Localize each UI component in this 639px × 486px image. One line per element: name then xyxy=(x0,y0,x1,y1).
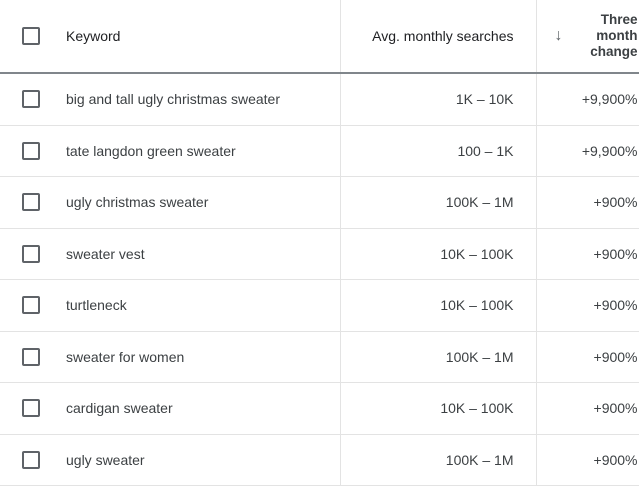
keyword-cell: turtleneck xyxy=(0,279,341,332)
keyword-text: sweater vest xyxy=(66,245,145,262)
row-checkbox[interactable] xyxy=(22,244,40,263)
keyword-text: tate langdon green sweater xyxy=(66,142,236,159)
avg-monthly-searches-cell: 100K – 1M xyxy=(340,331,537,383)
three-month-change-cell: +900% xyxy=(536,279,639,332)
header-row: Keyword Avg. monthly searches ↓ Three mon… xyxy=(0,0,639,74)
table-row[interactable]: sweater vest 10K – 100K +900% xyxy=(0,228,639,280)
keyword-cell: ugly christmas sweater xyxy=(0,176,341,229)
keyword-text: ugly sweater xyxy=(66,451,145,468)
three-month-change-header[interactable]: ↓ Three month change xyxy=(536,0,639,74)
avg-monthly-searches-cell: 10K – 100K xyxy=(340,382,537,435)
keyword-cell: ugly sweater xyxy=(0,434,341,486)
keyword-column-header[interactable]: Keyword xyxy=(0,0,341,74)
three-month-change-cell: +9,900% xyxy=(536,125,639,177)
three-month-change-cell: +9,900% xyxy=(536,73,639,126)
avg-monthly-searches-cell: 100 – 1K xyxy=(340,125,537,177)
row-checkbox[interactable] xyxy=(22,450,40,469)
avg-monthly-searches-cell: 10K – 100K xyxy=(340,228,537,280)
row-checkbox[interactable] xyxy=(22,399,40,418)
row-checkbox[interactable] xyxy=(22,347,40,366)
row-checkbox[interactable] xyxy=(22,141,40,160)
three-month-change-cell: +900% xyxy=(536,331,639,383)
row-checkbox[interactable] xyxy=(22,90,40,109)
three-month-change-cell: +900% xyxy=(536,228,639,280)
table-row[interactable]: turtleneck 10K – 100K +900% xyxy=(0,279,639,332)
keyword-cell: tate langdon green sweater xyxy=(0,125,341,177)
keyword-text: big and tall ugly christmas sweater xyxy=(66,91,280,108)
keyword-text: sweater for women xyxy=(66,348,185,365)
table-row[interactable]: big and tall ugly christmas sweater 1K –… xyxy=(0,73,639,126)
three-month-change-cell: +900% xyxy=(536,382,639,435)
keyword-header-label: Keyword xyxy=(66,28,121,44)
select-all-checkbox[interactable] xyxy=(22,27,40,45)
keyword-cell: sweater vest xyxy=(0,228,341,280)
avg-monthly-searches-cell: 10K – 100K xyxy=(340,279,537,332)
keyword-text: cardigan sweater xyxy=(66,400,173,417)
table-row[interactable]: ugly christmas sweater 100K – 1M +900% xyxy=(0,176,639,229)
row-checkbox[interactable] xyxy=(22,296,40,315)
table-row[interactable]: cardigan sweater 10K – 100K +900% xyxy=(0,382,639,435)
row-checkbox[interactable] xyxy=(22,193,40,212)
keyword-text: turtleneck xyxy=(66,297,127,314)
avg-monthly-searches-cell: 100K – 1M xyxy=(340,176,537,229)
avg-monthly-searches-cell: 1K – 10K xyxy=(340,73,537,126)
table-row[interactable]: sweater for women 100K – 1M +900% xyxy=(0,331,639,383)
keyword-cell: sweater for women xyxy=(0,331,341,383)
three-month-change-cell: +900% xyxy=(536,176,639,229)
keyword-cell: big and tall ugly christmas sweater xyxy=(0,73,341,126)
table-row[interactable]: ugly sweater 100K – 1M +900% xyxy=(0,434,639,486)
keyword-text: ugly christmas sweater xyxy=(66,194,209,211)
arrow-down-icon[interactable]: ↓ xyxy=(554,27,563,44)
three-month-change-cell: +900% xyxy=(536,434,639,486)
three-month-change-label: Three month change xyxy=(590,12,638,59)
keyword-cell: cardigan sweater xyxy=(0,382,341,435)
table-row[interactable]: tate langdon green sweater 100 – 1K +9,9… xyxy=(0,125,639,177)
avg-monthly-searches-cell: 100K – 1M xyxy=(340,434,537,486)
avg-monthly-searches-header[interactable]: Avg. monthly searches xyxy=(340,0,537,74)
